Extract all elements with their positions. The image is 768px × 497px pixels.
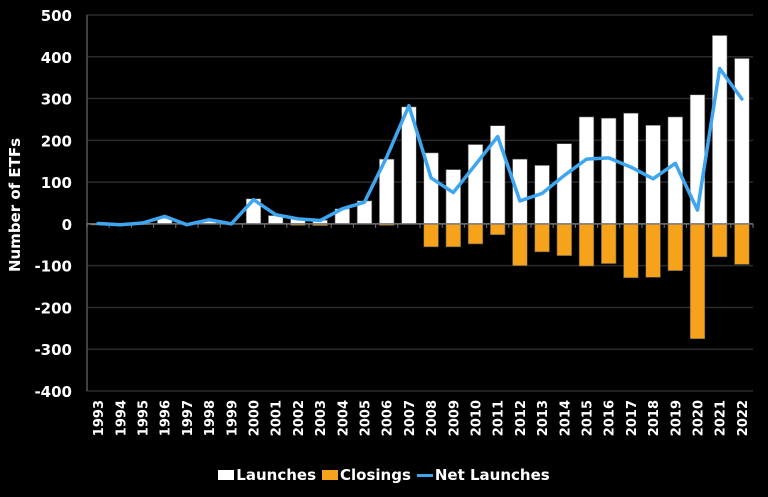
y-tick-label: -300	[34, 341, 72, 359]
x-tick-label: 2002	[292, 400, 307, 436]
launches-bar	[445, 169, 461, 225]
closings-bar	[534, 223, 550, 253]
y-tick-label: 300	[41, 91, 72, 109]
gridlines	[87, 14, 753, 392]
closings-bar	[578, 223, 595, 267]
x-tick-labels: 1993 1994 1995 1996 1997 1998 1999 2000 2001 2002…	[92, 400, 751, 436]
closings-bar	[712, 223, 728, 258]
x-tick-label: 2018	[647, 400, 662, 436]
x-tick-label: 1999	[225, 400, 240, 436]
x-tick-label: 1998	[203, 400, 218, 436]
closings-bar	[734, 223, 750, 265]
closings-bar	[467, 223, 484, 245]
closings-swatch-icon	[322, 470, 338, 480]
closings-bar	[623, 223, 639, 279]
legend-label: Net Launches	[434, 466, 550, 484]
x-tick-label: 2000	[248, 400, 263, 436]
closings-bar	[645, 223, 661, 278]
net-launches-line-icon	[416, 473, 433, 477]
y-tick-label: 500	[41, 7, 72, 25]
legend: Launches Closings Net Launches	[0, 466, 768, 484]
closings-bar	[556, 223, 572, 256]
x-tick-label: 2005	[359, 400, 374, 436]
launches-bar	[578, 116, 595, 225]
x-tick-label: 2009	[447, 400, 462, 436]
closings-bar	[512, 223, 528, 266]
x-tick-label: 1997	[181, 400, 196, 436]
legend-item-closings: Closings	[322, 466, 411, 484]
x-tick-label: 1994	[114, 400, 129, 436]
closings-bar	[490, 223, 506, 236]
launches-bar	[734, 58, 750, 225]
launches-bar	[556, 143, 572, 225]
y-tick-label: 0	[62, 216, 72, 234]
x-tick-label: 2020	[692, 400, 707, 436]
y-axis-label: Number of ETFs	[6, 138, 24, 272]
legend-label: Launches	[236, 466, 316, 484]
x-tick-label: 2006	[381, 400, 396, 436]
closings-bar	[423, 223, 439, 248]
x-tick-label: 2003	[314, 400, 329, 436]
y-tick-labels: 500 400 300 200 100 0 -100 -200 -300 -400	[34, 7, 72, 401]
y-tick-label: 200	[41, 132, 72, 150]
y-tick-label: -100	[34, 258, 72, 276]
x-tick-label: 2017	[625, 400, 640, 436]
closings-bar	[689, 223, 706, 340]
x-tick-label: 2016	[603, 400, 618, 436]
y-tick-label: -400	[34, 383, 72, 401]
x-tick-label: 2013	[536, 400, 551, 436]
x-tick-label: 2004	[336, 400, 351, 436]
closings-bar	[667, 223, 683, 271]
bars	[90, 35, 750, 340]
legend-label: Closings	[340, 466, 411, 484]
y-tick-label: 100	[41, 174, 72, 192]
x-tick-label: 2008	[425, 400, 440, 436]
x-tick-label: 2001	[270, 400, 285, 436]
y-tick-label: -200	[34, 299, 72, 317]
x-tick-label: 1995	[137, 400, 152, 436]
launches-bar	[512, 158, 528, 225]
closings-bar	[601, 223, 617, 264]
closings-bar	[445, 223, 461, 248]
y-tick-label: 400	[41, 49, 72, 67]
x-tick-label: 2021	[714, 400, 729, 436]
x-tick-label: 1996	[159, 400, 174, 436]
x-tick-label: 2022	[736, 400, 751, 436]
launches-bar	[601, 117, 617, 225]
launches-swatch-icon	[218, 470, 235, 480]
x-tick-label: 2014	[558, 400, 573, 436]
x-tick-label: 2011	[492, 400, 507, 436]
net-launches-line	[96, 66, 744, 227]
launches-bar	[712, 35, 728, 225]
x-tick-label: 2010	[470, 400, 485, 436]
x-tick-label: 2007	[403, 400, 418, 436]
x-tick-label: 2012	[514, 400, 529, 436]
legend-item-net-launches: Net Launches	[416, 466, 550, 484]
legend-item-launches: Launches	[218, 466, 316, 484]
x-tick-label: 1993	[92, 400, 107, 436]
x-tick-label: 2015	[581, 400, 596, 436]
x-tick-label: 2019	[669, 400, 684, 436]
